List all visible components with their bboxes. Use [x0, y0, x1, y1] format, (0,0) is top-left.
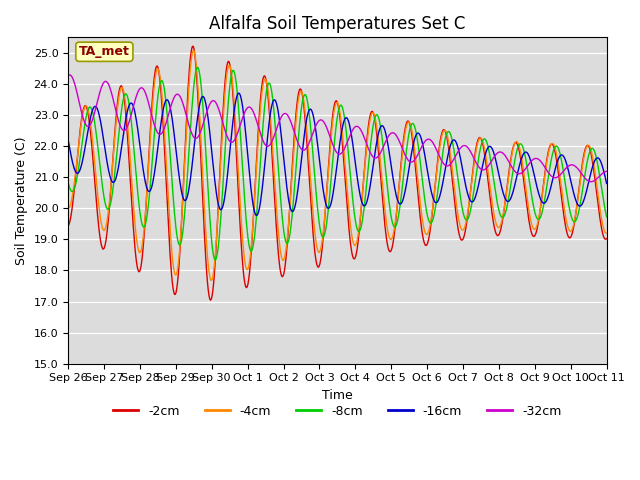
-32cm: [75, 97, 83, 103]
-16cm: [253, 213, 260, 218]
-8cm: [64, 180, 72, 185]
Line: -2cm: -2cm: [68, 47, 607, 300]
-32cm: [130, 101, 138, 107]
-2cm: [64, 223, 72, 229]
-16cm: [184, 191, 192, 197]
Text: TA_met: TA_met: [79, 45, 130, 58]
-4cm: [189, 48, 197, 53]
-2cm: [603, 236, 611, 241]
X-axis label: Time: Time: [322, 389, 353, 402]
-16cm: [64, 137, 72, 143]
-32cm: [213, 102, 221, 108]
-8cm: [184, 164, 192, 169]
Line: -8cm: -8cm: [68, 67, 607, 260]
-8cm: [74, 170, 82, 176]
Line: -4cm: -4cm: [68, 50, 607, 280]
Line: -32cm: -32cm: [68, 75, 607, 182]
-2cm: [207, 297, 214, 303]
-16cm: [404, 171, 412, 177]
-8cm: [404, 135, 412, 141]
-32cm: [419, 141, 427, 147]
-4cm: [207, 277, 215, 283]
-4cm: [74, 149, 82, 155]
Y-axis label: Soil Temperature (C): Soil Temperature (C): [15, 136, 28, 265]
-4cm: [404, 119, 412, 125]
-8cm: [194, 64, 202, 70]
-2cm: [129, 224, 137, 230]
-4cm: [184, 99, 192, 105]
-8cm: [211, 257, 219, 263]
-2cm: [404, 118, 412, 124]
-2cm: [214, 210, 222, 216]
-8cm: [214, 247, 222, 252]
-4cm: [64, 205, 72, 211]
-4cm: [603, 230, 611, 236]
Legend: -2cm, -4cm, -8cm, -16cm, -32cm: -2cm, -4cm, -8cm, -16cm, -32cm: [108, 400, 566, 423]
-8cm: [420, 190, 428, 196]
Title: Alfalfa Soil Temperatures Set C: Alfalfa Soil Temperatures Set C: [209, 15, 465, 33]
-32cm: [64, 73, 72, 79]
-4cm: [129, 200, 137, 206]
-16cm: [74, 170, 82, 176]
-32cm: [66, 72, 74, 78]
-8cm: [603, 214, 611, 220]
-2cm: [189, 44, 197, 49]
-2cm: [74, 149, 82, 155]
-32cm: [603, 168, 611, 174]
-4cm: [214, 212, 222, 217]
-32cm: [587, 179, 595, 185]
-16cm: [603, 180, 611, 186]
-16cm: [129, 103, 137, 109]
-2cm: [184, 87, 192, 93]
Line: -16cm: -16cm: [68, 93, 607, 216]
-2cm: [420, 239, 428, 244]
-16cm: [235, 90, 243, 96]
-32cm: [185, 121, 193, 127]
-32cm: [404, 156, 412, 162]
-16cm: [420, 147, 428, 153]
-16cm: [212, 191, 220, 196]
-4cm: [420, 225, 428, 231]
-8cm: [129, 139, 137, 145]
